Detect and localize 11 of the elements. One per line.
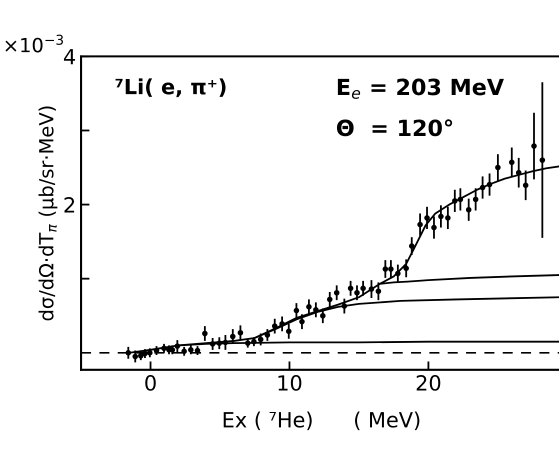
y-tick-label: 2 xyxy=(64,197,74,212)
text: ×10$^{−3}$ xyxy=(5,34,63,52)
annotation: ⁷Li( e, π⁺) xyxy=(116,78,226,98)
x-tick-label: 20 xyxy=(416,375,440,391)
x-axis-title: Ex ( ⁷He) ( MeV) xyxy=(224,412,420,430)
x-tick-label: 0 xyxy=(145,375,156,391)
y-axis-title: dσ/dΩ·dT$_{π}$ (μb/sr·MeV) xyxy=(38,106,58,320)
y-tick-label: 4 xyxy=(64,49,76,64)
annotation: E$_{e}$ = 203 MeV xyxy=(338,78,504,99)
annotation: Θ = 120° xyxy=(336,119,452,136)
x-tick-label: 10 xyxy=(278,375,302,391)
